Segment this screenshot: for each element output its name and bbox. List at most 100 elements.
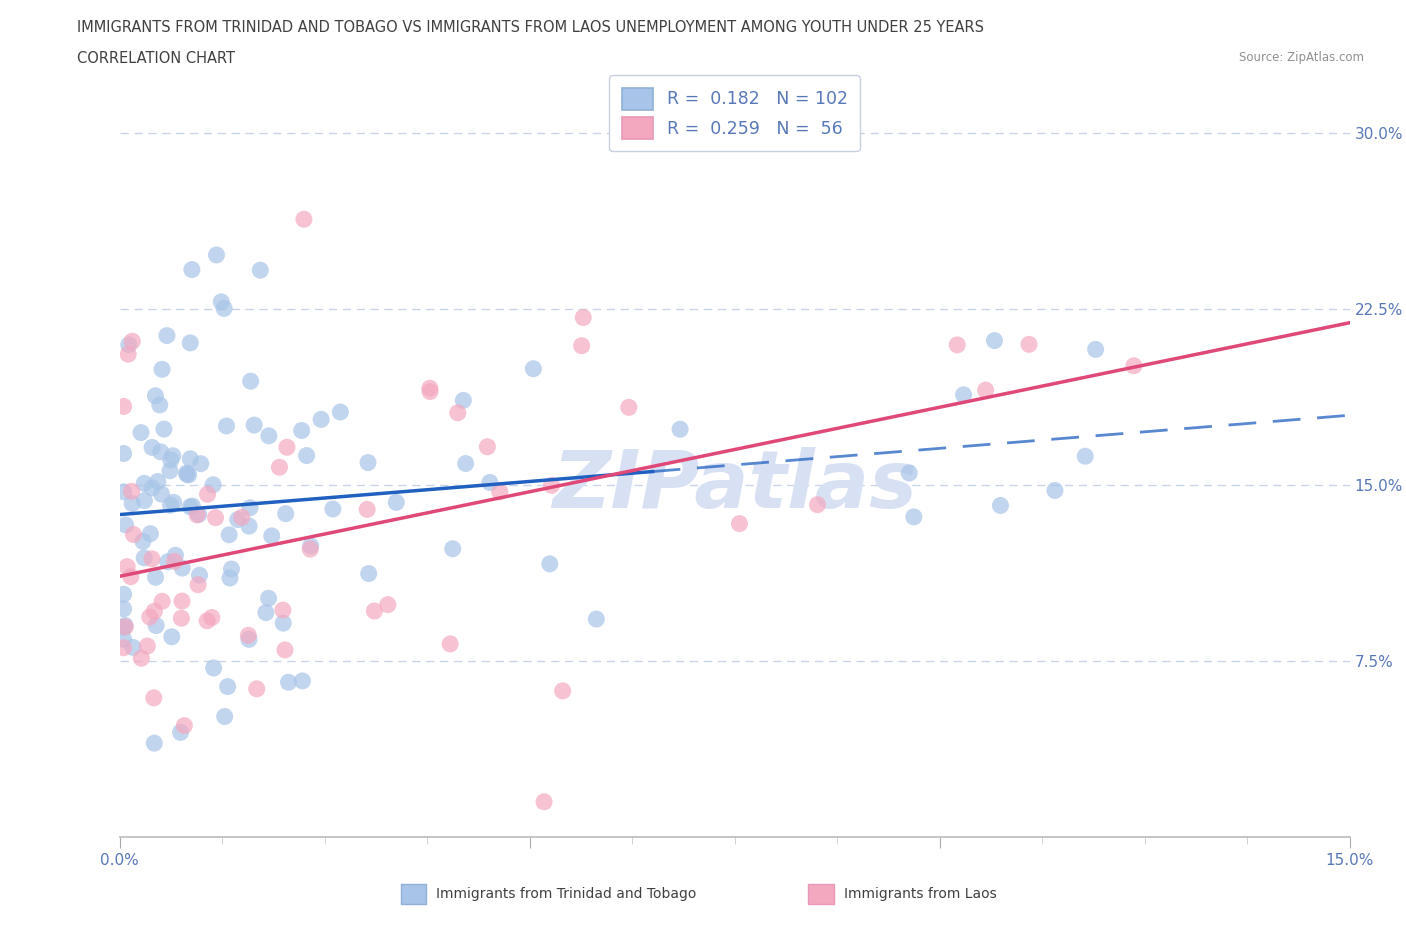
Point [454,456,477,471]
Point [112,399,135,414]
Point [257,429,280,444]
Point [617,400,640,415]
Point [129,425,152,440]
Point [159,498,181,512]
Point [478,475,501,490]
Point [143,736,166,751]
Point [238,631,260,646]
Point [117,347,139,362]
Point [156,328,179,343]
Point [188,567,211,582]
Point [329,405,352,419]
Point [112,446,135,461]
Point [271,603,294,618]
Point [172,561,194,576]
Point [159,453,181,468]
Point [974,383,997,398]
Point [249,263,271,278]
Point [254,605,277,620]
Point [299,541,322,556]
Point [141,551,163,566]
Point [115,559,138,574]
Text: Immigrants from Trinidad and Tobago: Immigrants from Trinidad and Tobago [436,886,696,901]
Point [197,486,219,501]
Point [122,640,145,655]
Point [572,310,595,325]
Point [274,506,297,521]
Point [142,690,165,705]
Point [212,301,235,316]
Point [952,388,974,403]
Point [291,423,314,438]
Point [357,455,380,470]
Point [121,497,143,512]
Point [121,334,143,349]
Point [131,651,153,666]
Point [239,374,262,389]
Legend: R =  0.182   N = 102, R =  0.259   N =  56: R = 0.182 N = 102, R = 0.259 N = 56 [609,75,860,152]
Point [1122,358,1144,373]
Point [385,495,408,510]
Point [170,593,193,608]
Point [134,551,156,565]
Point [1043,483,1066,498]
Point [134,476,156,491]
Text: Immigrants from Laos: Immigrants from Laos [844,886,997,901]
Point [292,212,315,227]
Point [983,333,1005,348]
Point [291,673,314,688]
Point [1074,449,1097,464]
Point [149,445,172,459]
Point [179,499,201,514]
Point [186,508,208,523]
Point [806,498,828,512]
Point [141,440,163,455]
Point [187,507,209,522]
Text: IMMIGRANTS FROM TRINIDAD AND TOBAGO VS IMMIGRANTS FROM LAOS UNEMPLOYMENT AMONG Y: IMMIGRANTS FROM TRINIDAD AND TOBAGO VS I… [77,20,984,35]
Point [139,609,162,624]
Point [114,618,136,633]
Point [145,389,167,404]
Point [215,418,238,433]
Point [181,498,204,513]
Point [118,338,141,352]
Point [162,448,184,463]
Point [169,724,191,739]
Point [163,495,186,510]
Point [585,612,607,627]
Point [357,566,380,581]
Point [571,339,593,353]
Point [269,459,291,474]
Point [231,510,253,525]
Point [179,336,201,351]
Point [419,380,441,395]
Point [522,361,544,376]
Point [114,619,136,634]
Point [218,527,240,542]
Point [153,421,176,436]
Point [176,467,198,482]
Point [150,362,173,377]
Point [143,604,166,618]
Point [299,538,322,553]
Text: CORRELATION CHART: CORRELATION CHART [77,51,235,66]
Point [898,466,921,481]
Point [145,570,167,585]
Point [120,569,142,584]
Point [136,639,159,654]
Point [163,554,186,569]
Point [149,397,172,412]
Point [132,534,155,549]
Point [257,591,280,605]
Point [226,512,249,527]
Point [180,262,202,277]
Point [669,422,692,437]
Point [145,618,167,633]
Point [170,611,193,626]
Point [139,526,162,541]
Point [295,448,318,463]
Point [165,548,187,563]
Point [112,620,135,635]
Point [246,682,269,697]
Point [217,679,239,694]
